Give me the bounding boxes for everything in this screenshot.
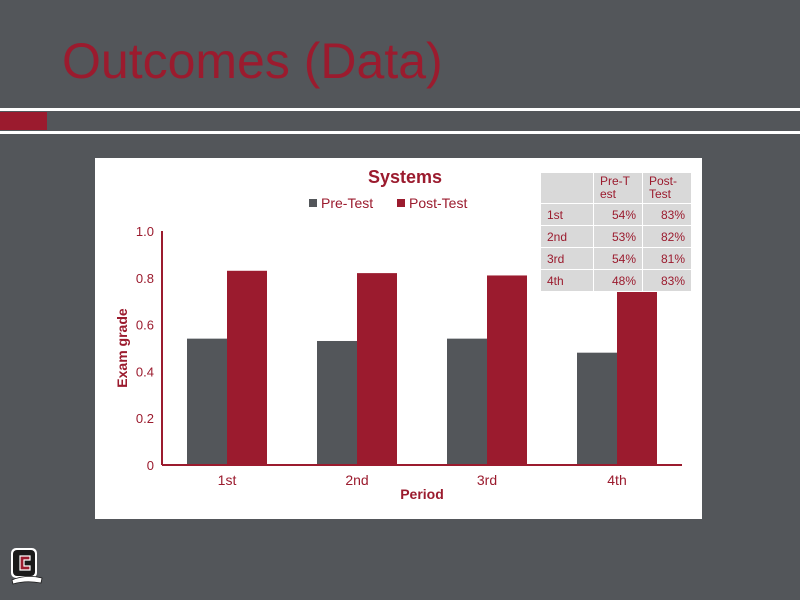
legend-label: Post-Test [409, 195, 467, 211]
table-row: 4th 48% 83% [540, 269, 692, 292]
y-tick-label: 0.6 [136, 318, 154, 333]
chart-title: Systems [368, 167, 442, 187]
table-cell-post: 83% [642, 269, 692, 292]
title-rule-bar [52, 112, 800, 130]
bar-pre-test [317, 340, 357, 465]
table-header-cell: Post-Test [642, 172, 692, 204]
college-logo-icon [10, 547, 44, 585]
table-row: 1st 54% 83% [540, 203, 692, 226]
bar-post-test [487, 275, 527, 465]
table-header-row: Pre-T est Post-Test [540, 172, 692, 204]
chart-panel: Systems Pre-Test Post-Test 0 0.2 0.4 0.6 0.8 1.0… [95, 158, 702, 519]
y-tick-label: 1.0 [136, 224, 154, 239]
table-cell-post: 82% [642, 225, 692, 248]
y-tick-label: 0 [147, 458, 154, 473]
y-tick-label: 0.8 [136, 271, 154, 286]
table-header-cell [540, 172, 594, 204]
x-axis-label: Period [400, 486, 444, 502]
x-tick-label: 2nd [345, 472, 368, 488]
legend-swatch [309, 199, 317, 207]
x-tick-label: 3rd [477, 472, 497, 488]
bar-post-test [227, 270, 267, 465]
x-tick-label: 1st [218, 472, 237, 488]
legend-label: Pre-Test [321, 195, 373, 211]
table-cell-period: 2nd [540, 225, 594, 248]
x-tick-label: 4th [607, 472, 626, 488]
table-cell-period: 3rd [540, 247, 594, 270]
table-cell-pre: 53% [593, 225, 643, 248]
title-rule-top [0, 108, 800, 111]
table-cell-pre: 54% [593, 247, 643, 270]
table-cell-pre: 54% [593, 203, 643, 226]
bar-pre-test [187, 338, 227, 465]
table-cell-post: 81% [642, 247, 692, 270]
table-cell-pre: 48% [593, 269, 643, 292]
title-rule-accent [0, 112, 47, 130]
slide-title: Outcomes (Data) [62, 33, 443, 89]
table-cell-post: 83% [642, 203, 692, 226]
bar-chart: Systems Pre-Test Post-Test 0 0.2 0.4 0.6 0.8 1.0… [114, 167, 682, 502]
title-rule-bottom [0, 131, 800, 134]
bar-post-test [617, 270, 657, 465]
bar-pre-test [577, 352, 617, 465]
table-row: 2nd 53% 82% [540, 225, 692, 248]
y-axis-label: Exam grade [114, 308, 130, 388]
legend-swatch [397, 199, 405, 207]
table-row: 3rd 54% 81% [540, 247, 692, 270]
y-tick-label: 0.2 [136, 411, 154, 426]
y-tick-label: 0.4 [136, 364, 154, 379]
table-cell-period: 1st [540, 203, 594, 226]
table-cell-period: 4th [540, 269, 594, 292]
data-table: Pre-T est Post-Test 1st 54% 83% 2nd 53% … [540, 172, 692, 292]
bar-pre-test [447, 338, 487, 465]
table-header-cell: Pre-T est [593, 172, 643, 204]
bar-post-test [357, 273, 397, 465]
